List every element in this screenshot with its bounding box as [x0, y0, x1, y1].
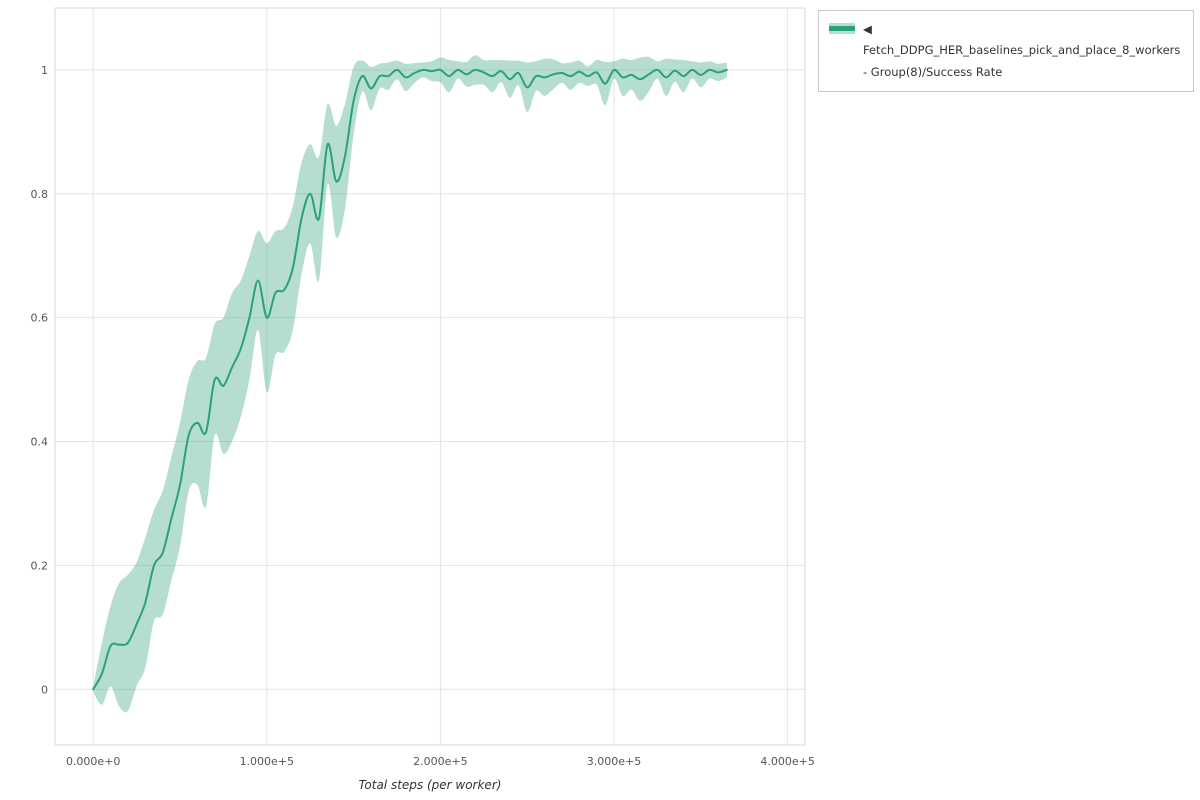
- y-tick-label: 0.6: [31, 312, 49, 325]
- y-tick-label: 0.4: [31, 436, 49, 449]
- legend-line-swatch[interactable]: [829, 23, 855, 34]
- x-axis-title: Total steps (per worker): [358, 778, 502, 792]
- plot-frame: [54, 7, 806, 746]
- series-band: [93, 55, 727, 713]
- y-tick-label: 0: [41, 683, 48, 696]
- y-tick-label: 1: [41, 64, 48, 77]
- legend-label: ◀ Fetch_DDPG_HER_baselines_pick_and_plac…: [863, 22, 1181, 79]
- x-tick-label: 0.000e+0: [66, 755, 120, 768]
- x-tick-label: 2.000e+5: [413, 755, 467, 768]
- x-tick-label: 4.000e+5: [760, 755, 814, 768]
- series-line: [92, 68, 728, 691]
- x-tick-label: 1.000e+5: [240, 755, 294, 768]
- y-tick-label: 0.8: [31, 188, 49, 201]
- legend[interactable]: ◀ Fetch_DDPG_HER_baselines_pick_and_plac…: [818, 10, 1194, 92]
- y-tick-label: 0.2: [31, 559, 49, 572]
- x-tick-label: 3.000e+5: [587, 755, 641, 768]
